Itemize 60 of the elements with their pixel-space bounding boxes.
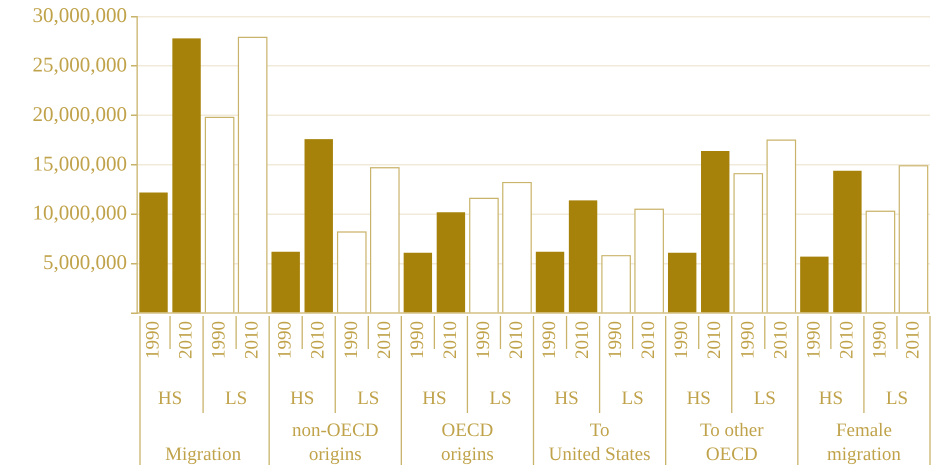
x-tick-label: 1990 (605, 321, 626, 359)
text: Female migration (826, 420, 902, 465)
x-tick-label: 2010 (242, 321, 263, 359)
text: HS (554, 388, 579, 409)
text: To United States (548, 420, 651, 465)
bar (568, 200, 598, 312)
x-tick-label: 1990 (142, 321, 164, 359)
text: HS (422, 388, 447, 409)
bar (701, 150, 730, 312)
y-tick-label: 10,000,000 (32, 200, 127, 225)
x-tick-label: 2010 (506, 321, 527, 359)
bar (800, 256, 829, 312)
text: Migration (165, 444, 242, 465)
x-tick-label: 2010 (308, 321, 329, 359)
y-tick-label: 5,000,000 (43, 250, 127, 274)
x-tick-label: 2010 (374, 321, 395, 359)
text: HS (290, 388, 314, 409)
x-tick-label: 2010 (836, 321, 858, 359)
text: LS (886, 388, 908, 409)
x-tick-label: 1990 (539, 321, 560, 359)
x-tick-label: 1990 (737, 321, 758, 359)
text: LS (754, 388, 776, 409)
x-tick-label: 1990 (869, 321, 890, 359)
bar (271, 252, 300, 312)
bar (139, 192, 168, 312)
bar (833, 170, 862, 312)
text: To other OECD (700, 420, 764, 465)
text: LS (489, 388, 512, 409)
text: OECD origins (441, 420, 494, 465)
y-tick-label: 20,000,000 (32, 102, 127, 126)
x-tick-label: 2010 (440, 321, 461, 359)
y-tick-label: 25,000,000 (32, 52, 127, 77)
x-tick-label: 2010 (638, 321, 660, 359)
y-tick-label: 15,000,000 (32, 151, 127, 176)
x-tick-label: 2010 (770, 321, 792, 359)
x-tick-label: 2010 (572, 321, 594, 359)
text: HS (158, 388, 182, 409)
bar (172, 38, 201, 312)
x-tick-label: 1990 (803, 321, 824, 359)
text: LS (622, 388, 644, 409)
text: HS (818, 388, 844, 409)
bar (536, 252, 564, 312)
bar (668, 252, 696, 312)
x-tick-label: 1990 (472, 321, 494, 359)
x-tick-label: 1990 (340, 321, 362, 359)
y-tick-label: 30,000,000 (32, 3, 127, 28)
x-tick-label: 2010 (176, 321, 197, 359)
text: HS (686, 388, 711, 409)
x-tick-label: 2010 (704, 321, 726, 359)
x-tick-label: 2010 (902, 321, 924, 359)
bar (436, 212, 466, 312)
text: LS (225, 388, 248, 409)
x-tick-label: 1990 (671, 321, 692, 359)
bar (304, 139, 333, 312)
text: LS (357, 388, 380, 409)
bar (404, 252, 432, 312)
x-tick-label: 1990 (208, 321, 230, 359)
x-tick-label: 1990 (274, 321, 296, 359)
text: non-OECD origins (292, 420, 379, 465)
x-tick-label: 1990 (406, 321, 428, 359)
